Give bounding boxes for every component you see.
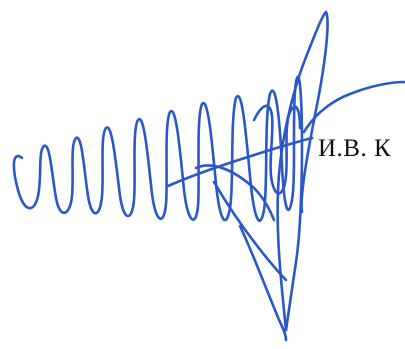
printed-name: И.В. К xyxy=(318,135,392,162)
